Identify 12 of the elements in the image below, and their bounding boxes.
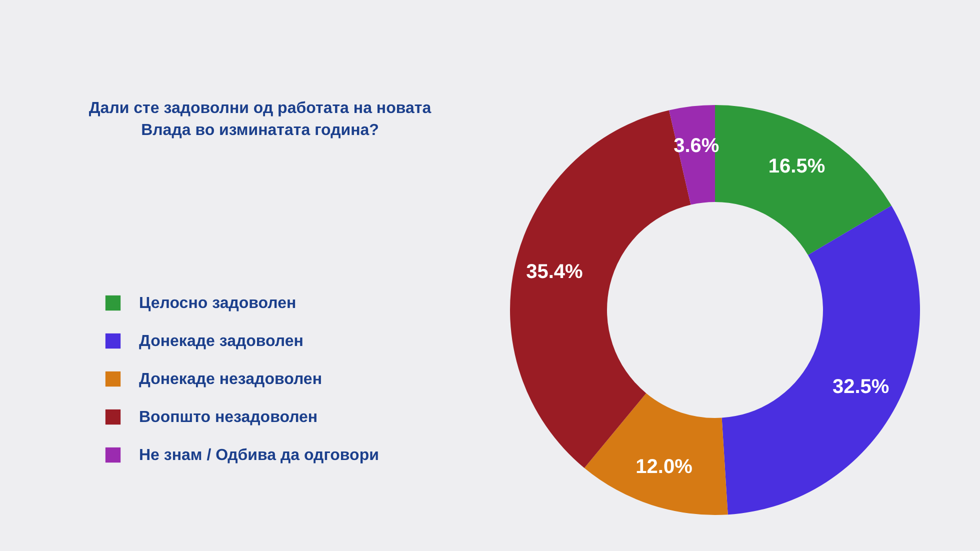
legend-label: Донекаде незадоволен [139, 371, 322, 388]
legend-label: Донекаде задоволен [139, 333, 304, 350]
data-label: 12.0% [636, 456, 693, 478]
data-label: 16.5% [768, 156, 826, 178]
legend-label: Воопшто незадоволен [139, 409, 318, 426]
chart-title: Дали сте задоволни од работата на новата Влада во изминатата година? [88, 100, 432, 139]
legend-label: Целосно задоволен [139, 295, 296, 312]
donut-slice [722, 206, 920, 515]
data-label: 35.4% [526, 260, 584, 283]
legend-label: Не знам / Одбива да одговори [139, 447, 379, 464]
data-label: 32.5% [832, 376, 890, 398]
donut-slice [584, 393, 728, 515]
